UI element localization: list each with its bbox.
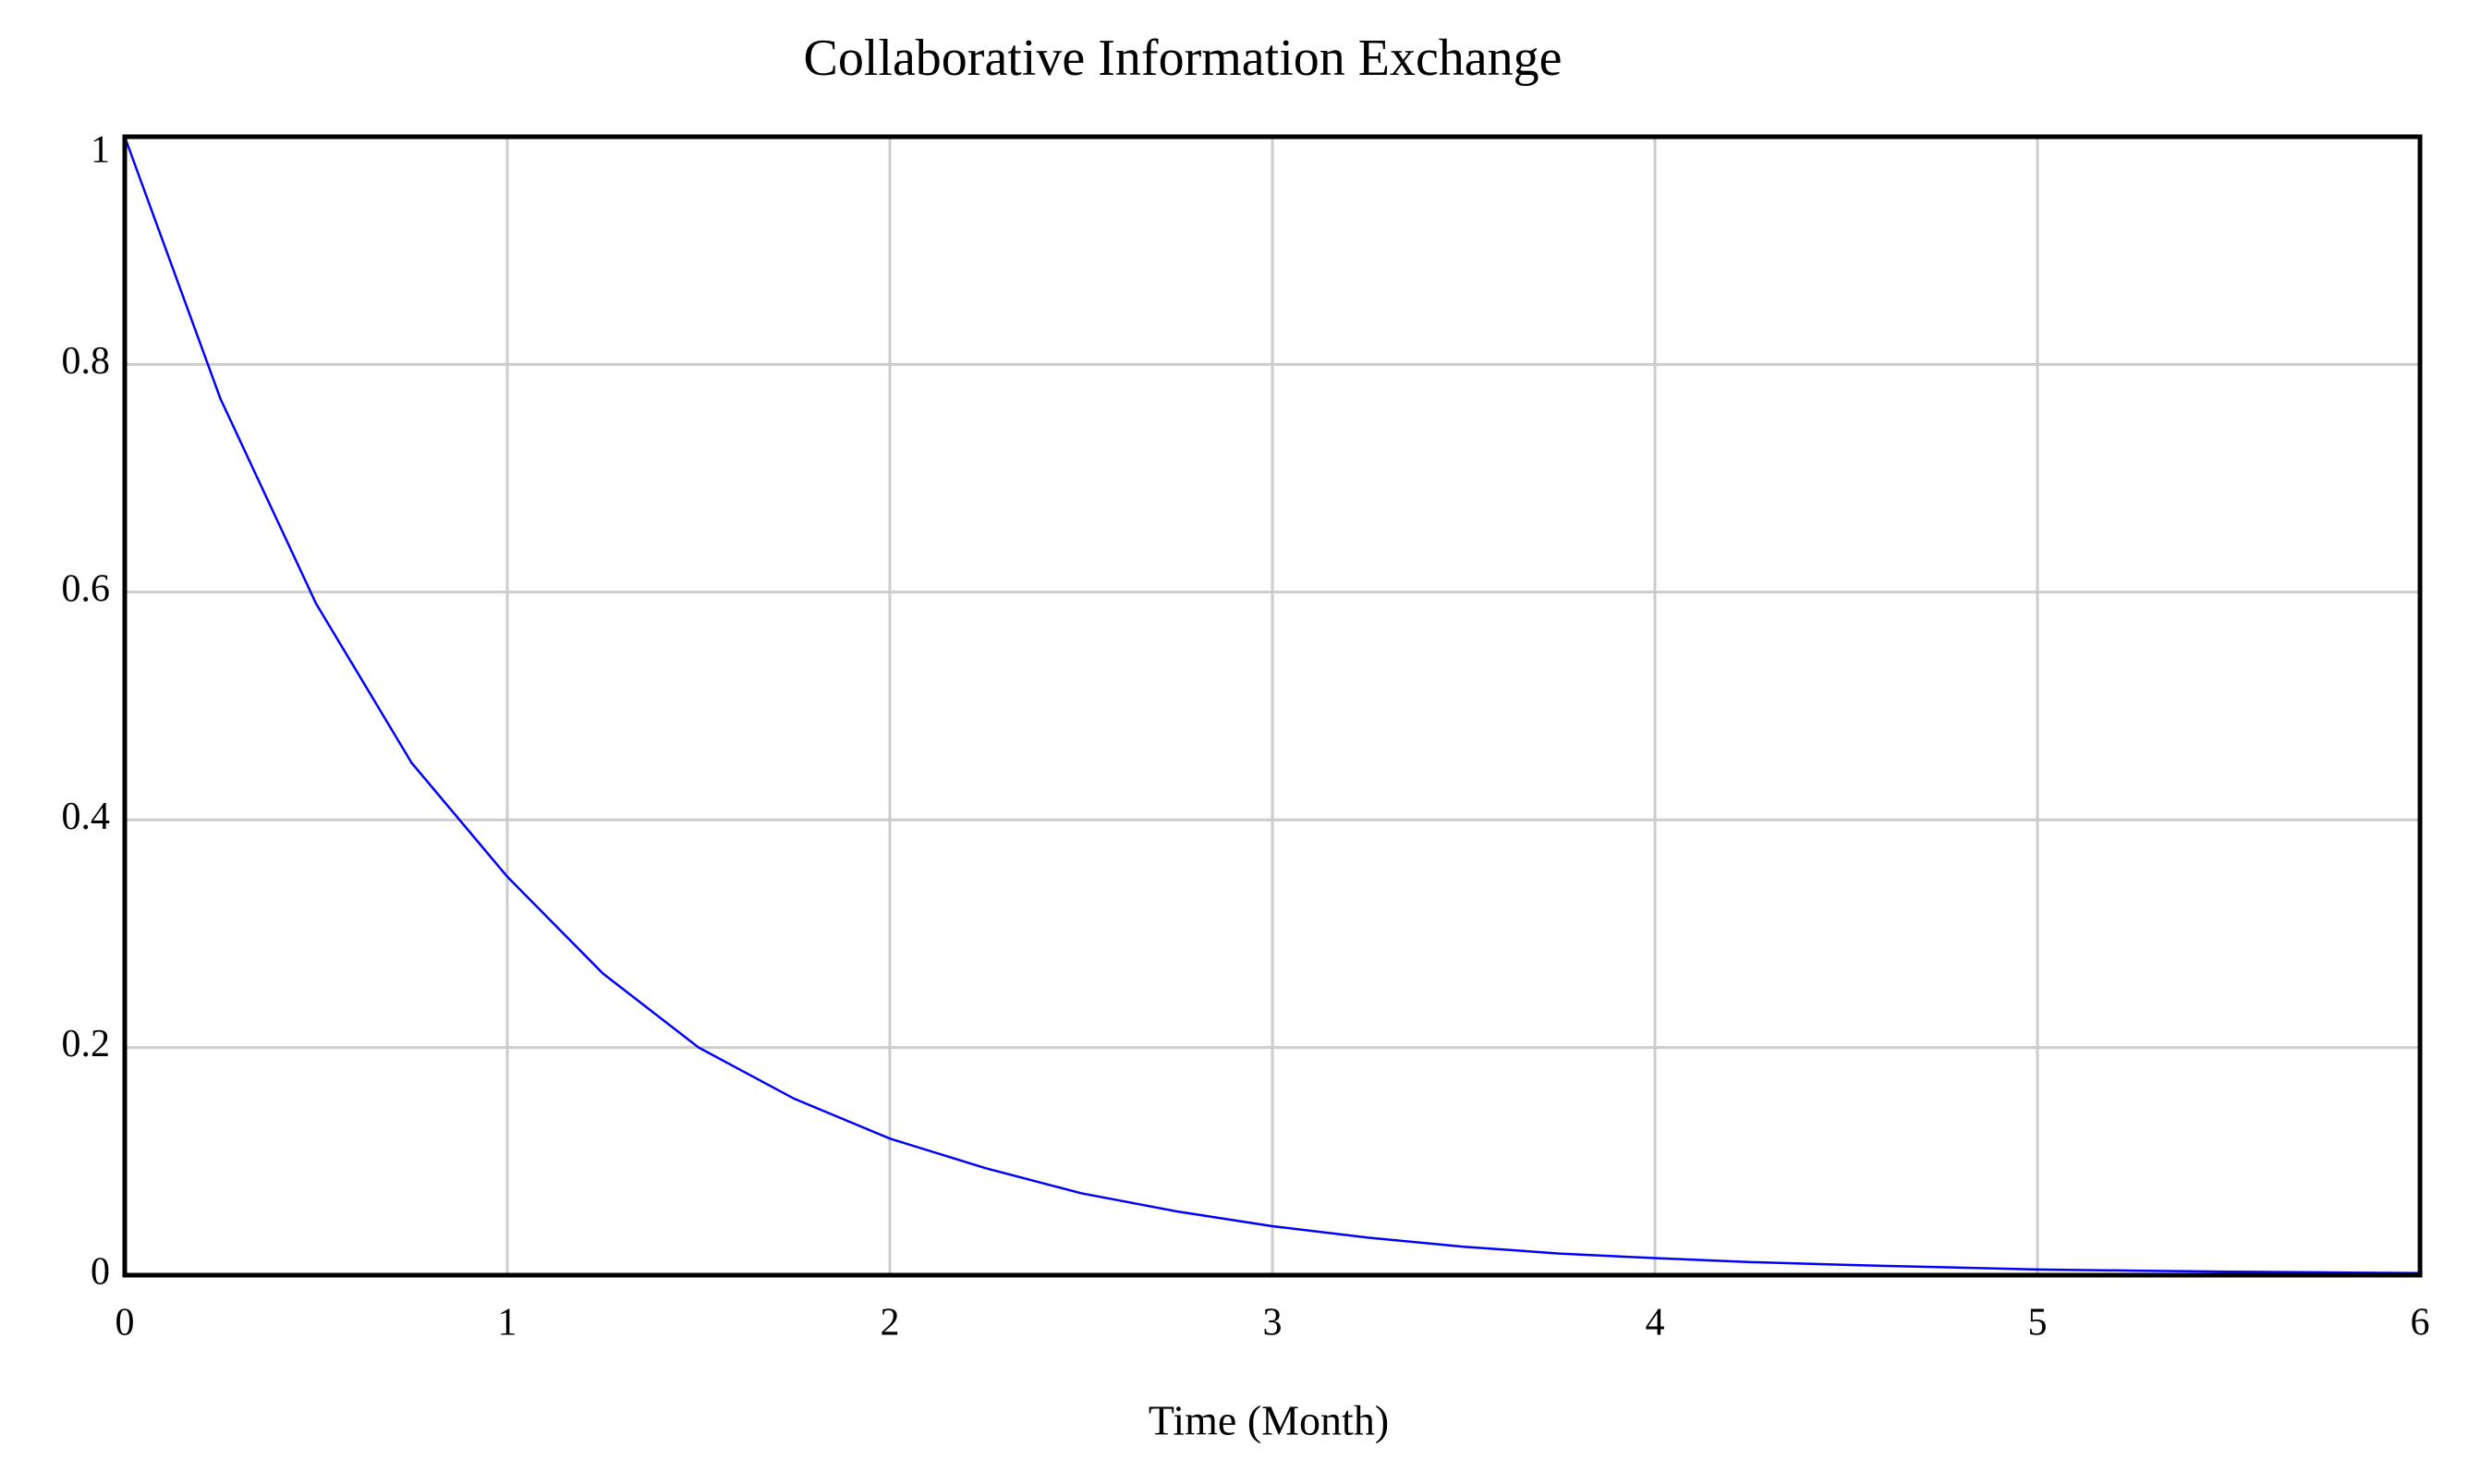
y-tick-label: 0.6	[62, 567, 111, 610]
y-tick-label: 0.8	[62, 340, 111, 383]
y-tick-label: 0.4	[62, 796, 111, 838]
x-tick-label: 2	[881, 1302, 900, 1344]
x-axis-label: Time (Month)	[1149, 1397, 1389, 1444]
x-tick-label: 3	[1263, 1302, 1283, 1344]
plot-frame	[122, 134, 2423, 1278]
y-tick-label: 1	[91, 129, 110, 172]
x-tick-label: 4	[1646, 1302, 1665, 1344]
x-tick-label: 6	[2411, 1302, 2430, 1344]
x-tick-label: 1	[498, 1302, 517, 1344]
y-tick-label: 0.2	[62, 1023, 111, 1065]
chart-title: Collaborative Information Exchange	[803, 30, 1562, 87]
y-tick-label: 0	[91, 1251, 110, 1294]
x-tick-label: 5	[2028, 1302, 2048, 1344]
line-series	[123, 136, 2421, 1275]
x-tick-label: 0	[116, 1302, 135, 1344]
